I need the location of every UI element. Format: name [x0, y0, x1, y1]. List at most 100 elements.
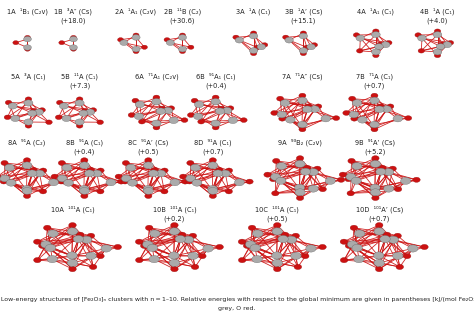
- Circle shape: [285, 37, 293, 43]
- Circle shape: [383, 232, 391, 237]
- Circle shape: [299, 33, 308, 39]
- Circle shape: [249, 48, 258, 53]
- Circle shape: [121, 179, 128, 184]
- Circle shape: [273, 223, 281, 228]
- Circle shape: [299, 124, 306, 129]
- Circle shape: [138, 119, 146, 124]
- Text: 5A  ³A (C₁): 5A ³A (C₁): [11, 73, 46, 80]
- Circle shape: [216, 168, 223, 173]
- Circle shape: [169, 259, 180, 266]
- Circle shape: [55, 115, 62, 120]
- Text: 4A  ¹A₁ (C₁): 4A ¹A₁ (C₁): [357, 7, 394, 15]
- Circle shape: [171, 266, 178, 272]
- Text: 8B  ⁹¹A (C₁): 8B ⁹¹A (C₁): [66, 138, 103, 146]
- Circle shape: [310, 106, 319, 113]
- Circle shape: [394, 233, 401, 238]
- Circle shape: [343, 111, 350, 115]
- Circle shape: [249, 33, 258, 39]
- Circle shape: [193, 113, 203, 120]
- Circle shape: [420, 244, 428, 250]
- Circle shape: [132, 35, 140, 40]
- Text: 7B  ⁷¹A (C₁): 7B ⁷¹A (C₁): [356, 73, 393, 80]
- Circle shape: [34, 239, 41, 244]
- Text: 10D  ¹⁰¹A’ (Cs): 10D ¹⁰¹A’ (Cs): [356, 206, 403, 213]
- Circle shape: [67, 252, 77, 259]
- Circle shape: [405, 116, 412, 120]
- Circle shape: [120, 40, 128, 46]
- Circle shape: [79, 186, 89, 192]
- Circle shape: [295, 160, 305, 167]
- Circle shape: [189, 233, 197, 238]
- Circle shape: [273, 254, 281, 259]
- Circle shape: [273, 158, 280, 163]
- Circle shape: [354, 256, 364, 263]
- Circle shape: [24, 45, 31, 50]
- Circle shape: [164, 38, 170, 42]
- Circle shape: [257, 44, 265, 50]
- Circle shape: [57, 175, 67, 182]
- Circle shape: [321, 115, 330, 122]
- Circle shape: [90, 108, 97, 112]
- Circle shape: [11, 115, 20, 122]
- Circle shape: [394, 187, 402, 192]
- Circle shape: [97, 120, 103, 125]
- Circle shape: [24, 119, 33, 125]
- Circle shape: [118, 38, 124, 42]
- Circle shape: [350, 225, 358, 231]
- Circle shape: [216, 244, 223, 250]
- Circle shape: [170, 179, 180, 186]
- Circle shape: [240, 118, 247, 122]
- Text: (+0.2): (+0.2): [164, 215, 185, 222]
- Circle shape: [436, 44, 445, 50]
- Text: 8C  ⁹¹A’ (Cs): 8C ⁹¹A’ (Cs): [128, 138, 169, 146]
- Circle shape: [0, 174, 1, 179]
- Circle shape: [215, 108, 225, 114]
- Circle shape: [382, 106, 392, 113]
- Circle shape: [180, 33, 185, 37]
- Circle shape: [273, 266, 281, 272]
- Circle shape: [373, 53, 379, 58]
- Circle shape: [134, 113, 144, 120]
- Circle shape: [75, 100, 84, 106]
- Circle shape: [208, 162, 218, 169]
- Circle shape: [159, 106, 166, 111]
- Circle shape: [58, 160, 65, 165]
- Circle shape: [308, 185, 319, 192]
- Circle shape: [253, 230, 263, 237]
- Text: 5B  ¹¹A (C₁): 5B ¹¹A (C₁): [61, 73, 98, 80]
- Circle shape: [345, 176, 352, 182]
- Text: Fig. 2 Low-energy structures of [Fe₂O₃]ₙ clusters with n = 1–10. Relative energi: Fig. 2 Low-energy structures of [Fe₂O₃]ₙ…: [0, 297, 474, 302]
- Text: 2B  ¹¹B (C₂): 2B ¹¹B (C₂): [164, 7, 201, 15]
- Circle shape: [209, 188, 216, 193]
- Circle shape: [128, 113, 135, 117]
- Circle shape: [161, 168, 168, 173]
- Circle shape: [371, 124, 378, 129]
- Circle shape: [68, 254, 76, 259]
- Circle shape: [413, 177, 420, 182]
- Circle shape: [79, 110, 88, 116]
- Circle shape: [132, 46, 140, 52]
- Circle shape: [156, 170, 166, 177]
- Circle shape: [136, 239, 143, 244]
- Circle shape: [370, 189, 381, 196]
- Circle shape: [377, 104, 384, 109]
- Circle shape: [148, 170, 158, 177]
- Circle shape: [70, 36, 77, 42]
- Circle shape: [222, 107, 232, 114]
- Circle shape: [147, 244, 158, 252]
- Circle shape: [143, 241, 153, 248]
- Circle shape: [211, 120, 220, 127]
- Circle shape: [0, 179, 7, 184]
- Circle shape: [299, 48, 308, 53]
- Text: (+5.2): (+5.2): [365, 148, 386, 155]
- Circle shape: [351, 177, 361, 184]
- Circle shape: [144, 188, 152, 193]
- Circle shape: [48, 230, 58, 237]
- Circle shape: [86, 252, 96, 259]
- Circle shape: [140, 243, 148, 248]
- Circle shape: [233, 35, 239, 39]
- Circle shape: [76, 97, 83, 101]
- Circle shape: [181, 118, 188, 122]
- Circle shape: [82, 236, 92, 243]
- Circle shape: [433, 49, 442, 55]
